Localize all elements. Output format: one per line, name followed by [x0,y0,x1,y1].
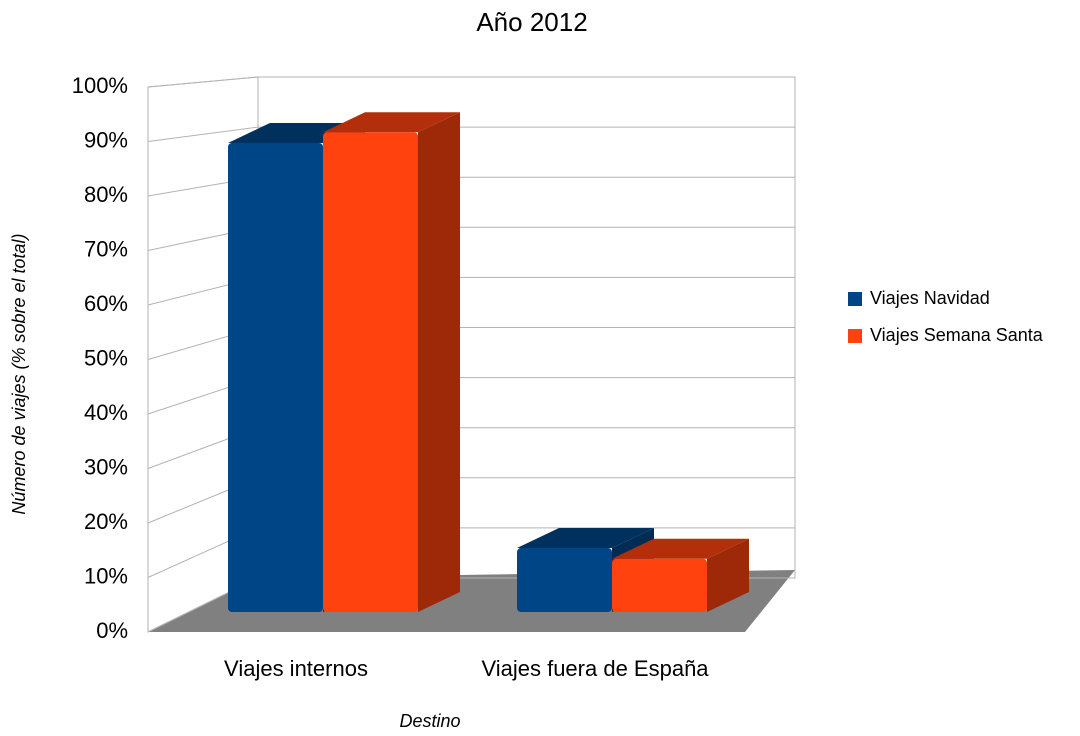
bar-top [517,528,654,549]
y-tick-label: 70% [84,236,128,261]
chart-title: Año 2012 [476,7,587,37]
y-tick-label: 30% [84,454,128,479]
y-axis-title: Número de viajes (% sobre el total) [9,233,29,514]
y-tick-label: 40% [84,400,128,425]
y-tick-label: 0% [96,618,128,643]
bar-front [228,142,323,612]
x-tick-label: Viajes fuera de España [481,656,709,681]
y-tick-label: 80% [84,182,128,207]
grid-line [147,76,259,88]
y-tick-label: 50% [84,345,128,370]
y-tick-label: 90% [84,127,128,152]
legend-swatch [848,329,862,343]
y-tick-label: 60% [84,291,128,316]
x-tick-label: Viajes internos [224,656,368,681]
y-tick-label: 100% [72,73,128,98]
x-axis-title: Destino [399,711,460,731]
bar-top [612,538,749,559]
bar [323,112,460,613]
bar-side [418,112,460,613]
legend-label: Viajes Semana Santa [870,325,1044,345]
grid-line [147,126,259,142]
bar-side [707,538,749,612]
bar-front [612,558,707,612]
bar-front [323,132,418,613]
legend-swatch [848,292,862,306]
bar-top [323,112,460,133]
y-tick-label: 10% [84,563,128,588]
bar [612,538,749,612]
y-tick-label: 20% [84,509,128,534]
legend-label: Viajes Navidad [870,288,990,308]
bar-front [517,548,612,612]
